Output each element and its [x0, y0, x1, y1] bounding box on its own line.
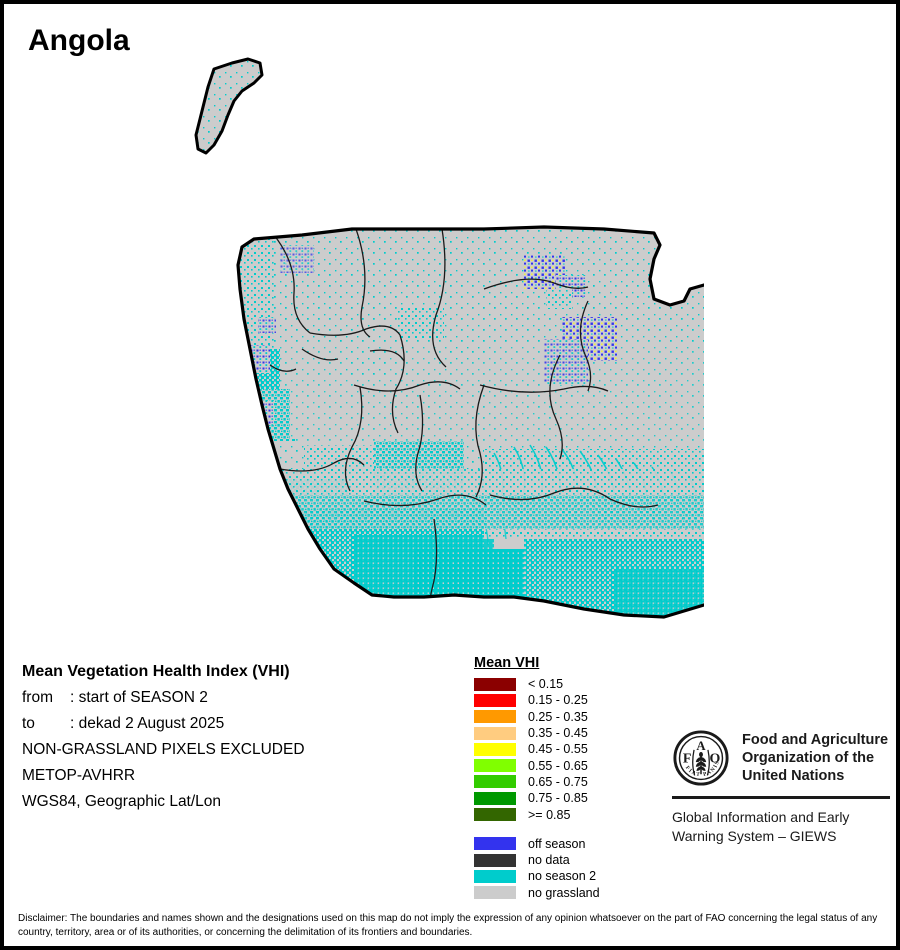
desc-to-row: to : dekad 2 August 2025 — [22, 711, 452, 737]
desc-from-label: from — [22, 689, 53, 706]
legend-label: 0.25 - 0.35 — [528, 709, 588, 724]
disclaimer-text: Disclaimer: The boundaries and names sho… — [18, 913, 878, 938]
legend-label: 0.35 - 0.45 — [528, 726, 588, 741]
svg-text:F: F — [683, 752, 692, 767]
fao-divider — [672, 796, 890, 799]
legend-title: Mean VHI — [474, 655, 540, 671]
desc-to-value: : dekad 2 August 2025 — [70, 715, 225, 732]
legend-swatch — [474, 759, 516, 773]
legend-item[interactable]: >= 0.85 — [474, 806, 654, 822]
desc-heading: Mean Vegetation Health Index (VHI) — [22, 663, 290, 680]
fao-giews-subtitle: Global Information and Early Warning Sys… — [672, 809, 850, 844]
legend-swatch — [474, 869, 516, 883]
legend-item[interactable]: off season — [474, 836, 654, 852]
legend-label: 0.55 - 0.65 — [528, 758, 588, 773]
legend-swatch — [474, 742, 516, 756]
legend-item[interactable]: no data — [474, 852, 654, 868]
map-description: Mean Vegetation Health Index (VHI) from:… — [22, 659, 452, 815]
map-legend: Mean VHI < 0.15 0.15 - 0.25 0.25 - 0.35 … — [474, 654, 654, 901]
svg-text:O: O — [710, 752, 721, 767]
legend-label: 0.45 - 0.55 — [528, 742, 588, 757]
legend-label: 0.65 - 0.75 — [528, 774, 588, 789]
angola-mainland — [238, 227, 704, 617]
angola-national-border — [236, 225, 704, 619]
legend-item[interactable]: 0.55 - 0.65 — [474, 757, 654, 773]
legend-item[interactable]: 0.45 - 0.55 — [474, 741, 654, 757]
desc-pixels: NON-GRASSLAND PIXELS EXCLUDED — [22, 741, 305, 758]
desc-to-label: to — [22, 715, 35, 732]
legend-item[interactable]: no season 2 — [474, 868, 654, 884]
cabinda-exclave — [194, 57, 264, 155]
legend-swatch — [474, 710, 516, 724]
legend-swatch — [474, 791, 516, 805]
desc-from-value: : start of SEASON 2 — [70, 689, 208, 706]
legend-label: 0.75 - 0.85 — [528, 791, 588, 806]
legend-label: >= 0.85 — [528, 807, 571, 822]
page-title: Angola — [28, 24, 130, 57]
desc-from-row: from : start of SEASON 2 — [22, 685, 452, 711]
fao-branding: F A O FIAT PANIS — [672, 729, 892, 846]
legend-item[interactable]: 0.15 - 0.25 — [474, 692, 654, 708]
legend-label: 0.15 - 0.25 — [528, 693, 588, 708]
legend-item[interactable]: 0.35 - 0.45 — [474, 725, 654, 741]
angola-map-svg[interactable] — [184, 49, 704, 629]
legend-swatch — [474, 853, 516, 867]
legend-label: no season 2 — [528, 869, 597, 884]
legend-swatch — [474, 808, 516, 822]
legend-swatch — [474, 775, 516, 789]
legend-item[interactable]: 0.75 - 0.85 — [474, 790, 654, 806]
fao-emblem-icon: F A O FIAT PANIS — [673, 730, 729, 786]
legend-label: no data — [528, 853, 570, 868]
legend-item[interactable]: 0.25 - 0.35 — [474, 709, 654, 725]
legend-swatch — [474, 886, 516, 900]
legend-label: off season — [528, 836, 586, 851]
legend-swatch — [474, 837, 516, 851]
legend-label: < 0.15 — [528, 677, 564, 692]
svg-text:A: A — [696, 739, 706, 753]
legend-swatch — [474, 726, 516, 740]
legend-item[interactable]: < 0.15 — [474, 676, 654, 692]
legend-swatch — [474, 693, 516, 707]
desc-projection: WGS84, Geographic Lat/Lon — [22, 793, 222, 810]
legend-item[interactable]: 0.65 - 0.75 — [474, 774, 654, 790]
fao-organization-name: Food and Agriculture Organization of the… — [742, 732, 889, 784]
legend-item[interactable]: no grassland — [474, 885, 654, 901]
map-canvas[interactable] — [184, 49, 704, 629]
desc-sensor: METOP-AVHRR — [22, 767, 136, 784]
legend-label: no grassland — [528, 885, 600, 900]
legend-swatch — [474, 677, 516, 691]
